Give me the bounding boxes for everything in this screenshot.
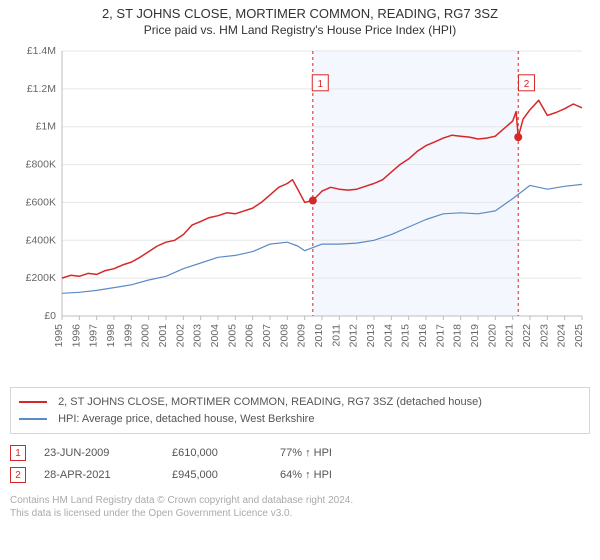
event-pct: 64% ↑ HPI bbox=[280, 469, 390, 481]
svg-text:£600K: £600K bbox=[26, 196, 56, 208]
svg-text:£1.2M: £1.2M bbox=[27, 83, 56, 95]
svg-text:2: 2 bbox=[524, 79, 530, 90]
event-row: 1 23-JUN-2009 £610,000 77% ↑ HPI bbox=[10, 442, 590, 464]
event-price: £945,000 bbox=[172, 469, 262, 481]
svg-text:2011: 2011 bbox=[330, 324, 342, 347]
svg-text:2007: 2007 bbox=[261, 324, 273, 348]
svg-text:2019: 2019 bbox=[469, 324, 481, 348]
svg-text:£200K: £200K bbox=[26, 272, 56, 284]
legend: 2, ST JOHNS CLOSE, MORTIMER COMMON, READ… bbox=[10, 387, 590, 434]
svg-text:2009: 2009 bbox=[296, 324, 308, 348]
svg-text:2000: 2000 bbox=[140, 324, 152, 348]
svg-text:£1M: £1M bbox=[36, 121, 56, 133]
legend-swatch bbox=[19, 401, 47, 403]
svg-text:2008: 2008 bbox=[278, 324, 290, 348]
footnote-line: Contains HM Land Registry data © Crown c… bbox=[10, 494, 590, 507]
svg-text:2020: 2020 bbox=[486, 324, 498, 348]
chart-container: 2, ST JOHNS CLOSE, MORTIMER COMMON, READ… bbox=[0, 0, 600, 524]
legend-item: HPI: Average price, detached house, West… bbox=[19, 411, 581, 428]
svg-text:2002: 2002 bbox=[174, 324, 186, 348]
event-price: £610,000 bbox=[172, 447, 262, 459]
svg-text:2014: 2014 bbox=[382, 324, 394, 348]
svg-text:2023: 2023 bbox=[538, 324, 550, 348]
footnote: Contains HM Land Registry data © Crown c… bbox=[10, 494, 590, 520]
events-table: 1 23-JUN-2009 £610,000 77% ↑ HPI 2 28-AP… bbox=[10, 442, 590, 486]
legend-swatch bbox=[19, 418, 47, 420]
chart-subtitle: Price paid vs. HM Land Registry's House … bbox=[10, 23, 590, 37]
svg-text:1996: 1996 bbox=[70, 324, 82, 348]
svg-text:2003: 2003 bbox=[192, 324, 204, 348]
svg-text:2021: 2021 bbox=[504, 324, 516, 348]
svg-text:2025: 2025 bbox=[573, 324, 585, 348]
svg-text:£1.4M: £1.4M bbox=[27, 45, 56, 57]
chart-plot: £0 £200K £400K £600K £800K £1M £1.2M £1.4M 1995 1… bbox=[10, 41, 590, 381]
svg-text:2018: 2018 bbox=[452, 324, 464, 348]
svg-text:2024: 2024 bbox=[556, 324, 568, 348]
svg-text:2006: 2006 bbox=[244, 324, 256, 348]
legend-label: HPI: Average price, detached house, West… bbox=[58, 413, 314, 425]
event-marker-icon: 1 bbox=[10, 445, 26, 461]
svg-text:2022: 2022 bbox=[521, 324, 533, 348]
svg-text:1999: 1999 bbox=[122, 324, 134, 348]
legend-item: 2, ST JOHNS CLOSE, MORTIMER COMMON, READ… bbox=[19, 394, 581, 411]
svg-text:2016: 2016 bbox=[417, 324, 429, 348]
svg-text:£800K: £800K bbox=[26, 159, 56, 171]
svg-text:2005: 2005 bbox=[226, 324, 238, 348]
svg-text:£400K: £400K bbox=[26, 234, 56, 246]
chart-title: 2, ST JOHNS CLOSE, MORTIMER COMMON, READ… bbox=[10, 6, 590, 21]
svg-text:1997: 1997 bbox=[88, 324, 100, 348]
svg-text:2012: 2012 bbox=[348, 324, 360, 348]
svg-text:£0: £0 bbox=[44, 310, 56, 322]
svg-text:2015: 2015 bbox=[400, 324, 412, 348]
legend-label: 2, ST JOHNS CLOSE, MORTIMER COMMON, READ… bbox=[58, 396, 482, 408]
svg-text:2010: 2010 bbox=[313, 324, 325, 348]
svg-text:1998: 1998 bbox=[105, 324, 117, 348]
svg-text:2004: 2004 bbox=[209, 324, 221, 348]
svg-text:2013: 2013 bbox=[365, 324, 377, 348]
svg-text:2001: 2001 bbox=[157, 324, 169, 348]
footnote-line: This data is licensed under the Open Gov… bbox=[10, 507, 590, 520]
chart-svg: £0 £200K £400K £600K £800K £1M £1.2M £1.4M 1995 1… bbox=[10, 41, 590, 381]
svg-text:1995: 1995 bbox=[53, 324, 65, 348]
svg-text:1: 1 bbox=[317, 79, 323, 90]
svg-text:2017: 2017 bbox=[434, 324, 446, 348]
event-pct: 77% ↑ HPI bbox=[280, 447, 390, 459]
event-marker-icon: 2 bbox=[10, 467, 26, 483]
event-date: 23-JUN-2009 bbox=[44, 447, 154, 459]
event-row: 2 28-APR-2021 £945,000 64% ↑ HPI bbox=[10, 464, 590, 486]
event-date: 28-APR-2021 bbox=[44, 469, 154, 481]
